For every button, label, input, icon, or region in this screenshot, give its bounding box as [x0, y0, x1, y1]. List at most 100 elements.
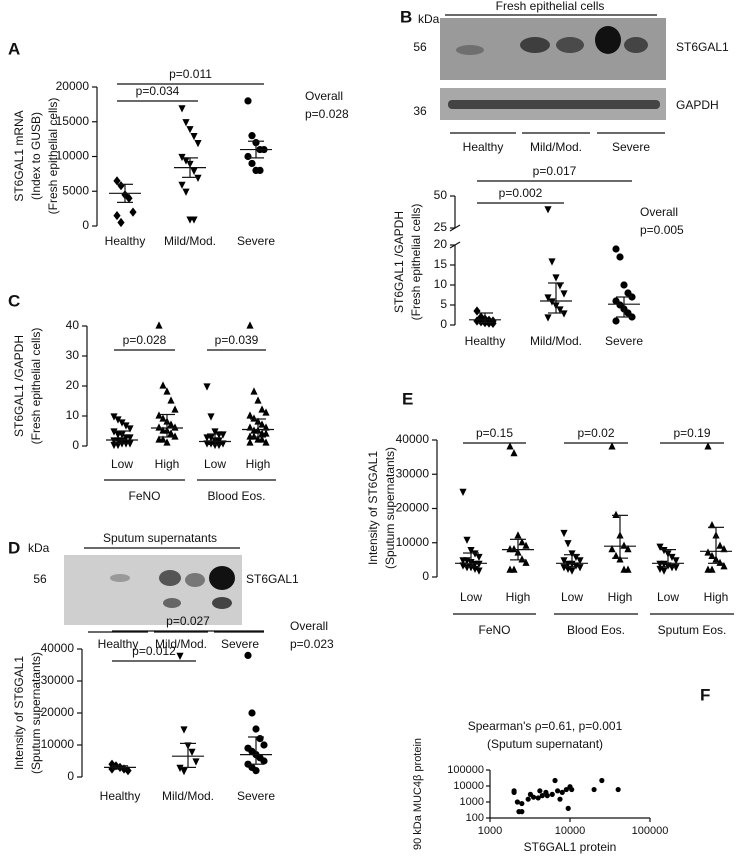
- point: [544, 294, 552, 302]
- p-value: p=0.15: [476, 426, 513, 440]
- point: [624, 565, 632, 573]
- point: [110, 413, 118, 421]
- point: [192, 758, 200, 766]
- y-axis-label: (Fresh epithelial cells): [29, 328, 43, 445]
- y-tick-label: 20: [66, 378, 80, 392]
- point: [113, 210, 121, 221]
- point: [556, 306, 564, 314]
- y-tick-label: 20000: [41, 705, 75, 719]
- point: [194, 174, 202, 182]
- point: [535, 795, 541, 801]
- point: [155, 321, 163, 329]
- point: [122, 422, 130, 430]
- point: [167, 396, 175, 404]
- point: [171, 423, 179, 431]
- point: [591, 786, 597, 793]
- band: [595, 26, 621, 54]
- lane-label: Mild/Mod.: [155, 637, 207, 651]
- y-tick-label: 0: [422, 569, 429, 583]
- y-axis-label: (Sputum supernatants): [29, 652, 43, 774]
- band: [520, 37, 550, 53]
- point: [560, 290, 568, 298]
- point: [129, 207, 137, 217]
- point: [615, 786, 621, 793]
- group-label: FeNO: [128, 489, 160, 503]
- annotation: Overall: [290, 619, 328, 633]
- band: [110, 574, 130, 582]
- point: [560, 310, 568, 318]
- point: [708, 565, 716, 573]
- chart-title: (Sputum supernatant): [487, 737, 603, 751]
- y-axis-label: 90 kDa MUC4β protein: [412, 738, 424, 850]
- point: [660, 567, 668, 575]
- point: [510, 545, 518, 553]
- lane-label: Severe: [221, 637, 259, 651]
- panel-label: F: [700, 685, 710, 704]
- point: [244, 651, 252, 660]
- point: [182, 157, 190, 165]
- y-axis-label: (Index to GUSB): [29, 112, 43, 200]
- point: [672, 564, 680, 572]
- y-tick-label: 40000: [41, 641, 75, 655]
- panel-label: A: [8, 39, 20, 58]
- point: [475, 553, 483, 562]
- blot-band-label: GAPDH: [676, 98, 719, 112]
- band: [456, 45, 484, 55]
- x-tick-label: High: [506, 590, 531, 604]
- point: [260, 757, 268, 765]
- point: [171, 432, 179, 440]
- point: [510, 449, 518, 457]
- y-tick-label: 15000: [56, 114, 90, 128]
- point: [608, 442, 616, 450]
- band: [209, 566, 235, 590]
- point: [178, 181, 186, 189]
- x-tick-label: Mild/Mod.: [164, 234, 216, 248]
- y-axis-label: Intensity of ST6GAL1: [366, 451, 380, 565]
- band: [185, 573, 205, 587]
- point: [159, 381, 167, 389]
- panel-label: D: [8, 538, 20, 557]
- group-label: Blood Eos.: [567, 623, 625, 637]
- point: [244, 152, 252, 161]
- point: [114, 416, 122, 424]
- point: [544, 314, 552, 322]
- y-tick-label: 15: [434, 257, 448, 271]
- annotation: Overall: [640, 205, 678, 219]
- point: [620, 541, 628, 549]
- point: [258, 435, 266, 443]
- point: [519, 800, 525, 807]
- point: [180, 726, 188, 734]
- blot-marker: 56: [33, 572, 47, 586]
- chart-title: Spearman's ρ=0.61, p=0.001: [468, 719, 623, 733]
- x-tick-label: Severe: [605, 334, 643, 348]
- point: [708, 551, 716, 560]
- panel-label: B: [400, 7, 412, 26]
- point: [459, 488, 467, 496]
- point: [262, 423, 270, 431]
- point: [475, 567, 483, 575]
- point: [126, 434, 134, 442]
- point: [514, 799, 520, 805]
- point: [110, 428, 118, 436]
- point: [163, 438, 171, 446]
- point: [704, 442, 712, 450]
- point: [668, 553, 676, 562]
- point: [704, 548, 712, 556]
- x-tick-label: High: [608, 590, 633, 604]
- point: [262, 408, 270, 416]
- point: [182, 119, 190, 127]
- x-tick-label: Low: [204, 457, 226, 471]
- point: [211, 428, 219, 436]
- point: [506, 442, 514, 450]
- point: [564, 540, 572, 548]
- point: [568, 550, 576, 558]
- y-tick-label: 10000: [396, 535, 430, 549]
- point: [556, 282, 564, 290]
- point: [114, 441, 122, 450]
- point: [548, 258, 556, 266]
- y-axis-label: (Fresh epithelial cells): [46, 98, 60, 215]
- y-tick-label: 50: [434, 188, 448, 202]
- point: [252, 767, 260, 775]
- y-tick-label: 0: [67, 769, 74, 783]
- point: [518, 555, 526, 563]
